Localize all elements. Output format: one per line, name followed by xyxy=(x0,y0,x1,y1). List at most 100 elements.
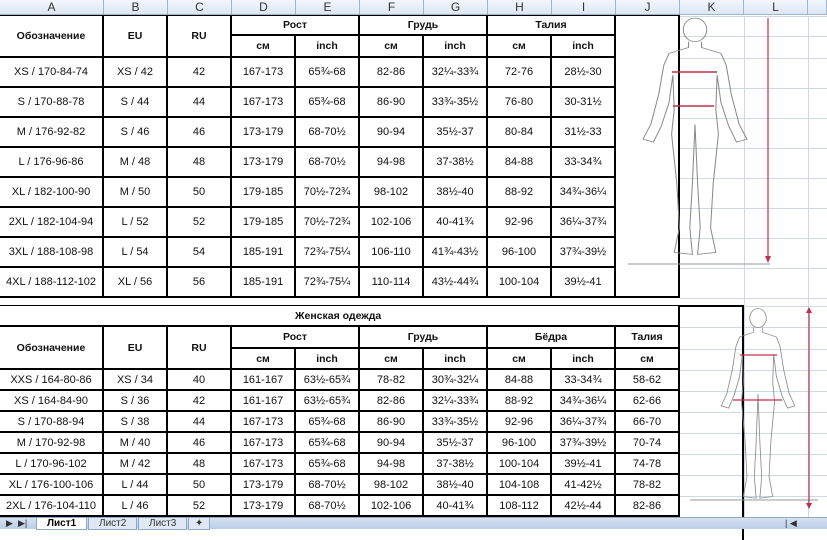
table-cell[interactable]: 31½-33 xyxy=(552,118,616,148)
table-cell[interactable]: 70½-72¾ xyxy=(296,178,360,208)
table-cell[interactable]: 72¾-75¼ xyxy=(296,268,360,298)
table-cell[interactable]: 42 xyxy=(168,391,232,412)
table-cell[interactable]: 80-84 xyxy=(488,118,552,148)
table-cell[interactable]: 43½-44¾ xyxy=(424,268,488,298)
table-cell[interactable]: 35½-37 xyxy=(424,433,488,454)
table-cell[interactable]: 173-179 xyxy=(232,118,296,148)
header-eu[interactable]: EU xyxy=(104,16,168,58)
table-cell[interactable]: S / 38 xyxy=(104,412,168,433)
header-waist[interactable]: Талия xyxy=(616,327,680,349)
table-cell[interactable]: 167-173 xyxy=(232,433,296,454)
header-hips[interactable]: Бёдра xyxy=(488,327,616,349)
header-cm[interactable]: см xyxy=(232,36,296,58)
table-cell[interactable]: 38½-40 xyxy=(424,178,488,208)
table-cell[interactable]: 33¾-35½ xyxy=(424,88,488,118)
table-cell[interactable]: 72¾-75¼ xyxy=(296,238,360,268)
table-cell[interactable]: 90-94 xyxy=(360,433,424,454)
header-designation[interactable]: Обозначение xyxy=(0,327,104,370)
header-cm[interactable]: см xyxy=(488,349,552,370)
header-ru[interactable]: RU xyxy=(168,327,232,370)
table-cell[interactable]: 70½-72¾ xyxy=(296,208,360,238)
header-inch[interactable]: inch xyxy=(552,36,616,58)
header-height[interactable]: Рост xyxy=(232,327,360,349)
header-inch[interactable]: inch xyxy=(296,36,360,58)
tab-scroll-last-icon[interactable]: ▶| xyxy=(18,518,28,528)
table-cell[interactable]: 50 xyxy=(168,475,232,496)
table-cell[interactable]: S / 36 xyxy=(104,391,168,412)
table-cell[interactable]: 108-112 xyxy=(488,496,552,517)
table-cell[interactable]: 65¾-68 xyxy=(296,88,360,118)
table-cell[interactable]: L / 52 xyxy=(104,208,168,238)
table-cell[interactable]: M / 170-92-98 xyxy=(0,433,104,454)
table-cell[interactable]: L / 54 xyxy=(104,238,168,268)
header-waist[interactable]: Талия xyxy=(488,16,616,36)
table-cell[interactable]: 167-173 xyxy=(232,412,296,433)
table-cell[interactable]: 32¼-33¾ xyxy=(424,58,488,88)
table-cell[interactable]: 173-179 xyxy=(232,475,296,496)
table-cell[interactable]: 44 xyxy=(168,412,232,433)
table-cell[interactable]: 46 xyxy=(168,118,232,148)
column-header-a[interactable]: A xyxy=(0,0,104,15)
table-cell[interactable]: M / 50 xyxy=(104,178,168,208)
table-cell[interactable]: 173-179 xyxy=(232,496,296,517)
table-cell[interactable]: 78-82 xyxy=(360,370,424,391)
table-cell[interactable]: 96-100 xyxy=(488,433,552,454)
column-header-k[interactable]: K xyxy=(680,0,744,15)
table-cell[interactable]: 90-94 xyxy=(360,118,424,148)
table-cell[interactable]: 65¾-68 xyxy=(296,433,360,454)
column-header-f[interactable]: F xyxy=(360,0,424,15)
table-cell[interactable]: 185-191 xyxy=(232,268,296,298)
table-cell[interactable]: 110-114 xyxy=(360,268,424,298)
table-cell[interactable]: 35½-37 xyxy=(424,118,488,148)
column-header-b[interactable]: B xyxy=(104,0,168,15)
table-cell[interactable]: 52 xyxy=(168,496,232,517)
table-cell[interactable]: S / 170-88-78 xyxy=(0,88,104,118)
table-cell[interactable]: 37¾-39½ xyxy=(552,238,616,268)
table-cell[interactable]: 62-66 xyxy=(616,391,680,412)
table-cell[interactable]: XL / 56 xyxy=(104,268,168,298)
table-cell[interactable]: 48 xyxy=(168,454,232,475)
table-cell[interactable]: 42 xyxy=(168,58,232,88)
table-cell[interactable]: 106-110 xyxy=(360,238,424,268)
table-cell[interactable]: 30-31½ xyxy=(552,88,616,118)
table-cell[interactable]: 92-96 xyxy=(488,412,552,433)
table-cell[interactable]: 167-173 xyxy=(232,88,296,118)
table-cell[interactable]: 100-104 xyxy=(488,454,552,475)
table-cell[interactable]: 33-34¾ xyxy=(552,370,616,391)
table-cell[interactable]: 68-70½ xyxy=(296,496,360,517)
table-cell[interactable]: XXS / 164-80-86 xyxy=(0,370,104,391)
table-cell[interactable]: 104-108 xyxy=(488,475,552,496)
table-cell[interactable]: XL / 176-100-106 xyxy=(0,475,104,496)
table-cell[interactable]: 33-34¾ xyxy=(552,148,616,178)
table-cell[interactable]: 88-92 xyxy=(488,391,552,412)
table-cell[interactable]: 98-102 xyxy=(360,475,424,496)
table-cell[interactable]: 179-185 xyxy=(232,208,296,238)
header-ru[interactable]: RU xyxy=(168,16,232,58)
column-header-g[interactable]: G xyxy=(424,0,488,15)
column-header-j[interactable]: J xyxy=(616,0,680,15)
table-cell[interactable]: XS / 42 xyxy=(104,58,168,88)
table-cell[interactable]: 50 xyxy=(168,178,232,208)
column-header-d[interactable]: D xyxy=(232,0,296,15)
table-cell[interactable]: 66-70 xyxy=(616,412,680,433)
table-cell[interactable]: 86-90 xyxy=(360,88,424,118)
table-cell[interactable]: L / 46 xyxy=(104,496,168,517)
table-cell[interactable]: 4XL / 188-112-102 xyxy=(0,268,104,298)
table-cell[interactable]: 82-86 xyxy=(360,391,424,412)
table-cell[interactable]: 185-191 xyxy=(232,238,296,268)
table-cell[interactable]: 82-86 xyxy=(360,58,424,88)
column-header-c[interactable]: C xyxy=(168,0,232,15)
table-cell[interactable]: L / 44 xyxy=(104,475,168,496)
horizontal-scrollbar[interactable]: | ◀ xyxy=(785,518,797,528)
table-cell[interactable]: 56 xyxy=(168,268,232,298)
column-header-h[interactable]: H xyxy=(488,0,552,15)
sheet-tab-2[interactable]: Лист2 xyxy=(88,518,138,530)
table-cell[interactable]: 72-76 xyxy=(488,58,552,88)
table-cell[interactable]: 32¼-33¾ xyxy=(424,391,488,412)
table-cell[interactable]: L / 170-96-102 xyxy=(0,454,104,475)
table-cell[interactable]: 54 xyxy=(168,238,232,268)
sheet-tab-3[interactable]: Лист3 xyxy=(138,518,188,530)
sheet-tab-1[interactable]: Лист1 xyxy=(36,518,88,530)
table-cell[interactable]: 28½-30 xyxy=(552,58,616,88)
table-cell[interactable]: 94-98 xyxy=(360,148,424,178)
